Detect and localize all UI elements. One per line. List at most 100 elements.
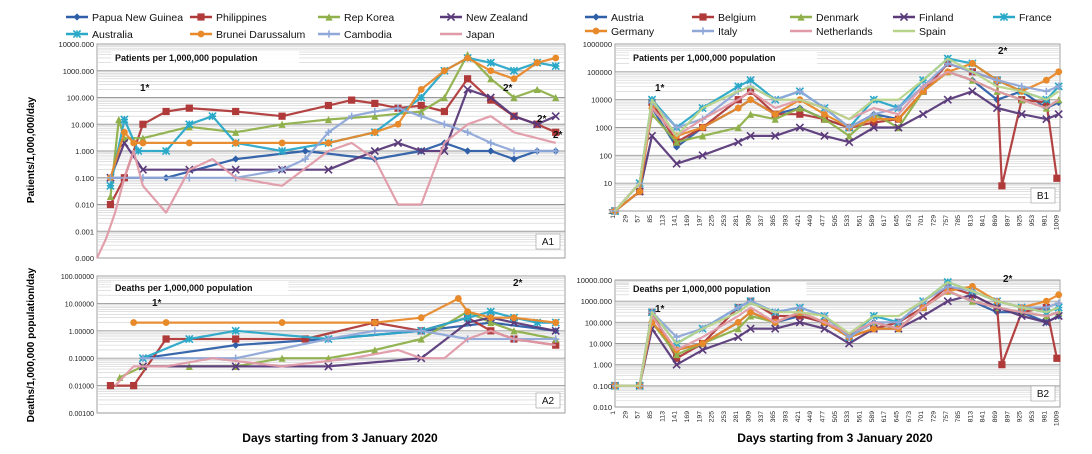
data-point [185,139,193,147]
data-point [943,95,952,104]
legend-label: Japan [466,29,495,41]
data-point [969,282,976,290]
legend-label: Cambodia [344,29,392,41]
data-point [795,123,805,132]
data-point [734,137,743,147]
data-point [699,340,706,347]
panel-label-box [1030,187,1056,204]
data-point [796,303,804,312]
data-point [278,319,286,326]
x-tick-label: 589 [869,411,876,423]
annotation: 2* [513,278,523,289]
data-point [417,112,425,120]
data-point [746,324,755,333]
data-point [301,147,309,155]
data-point [636,188,644,195]
title-bg [629,282,807,296]
data-point [734,104,742,112]
y-tick-label: 10.00000 [65,301,94,308]
data-point [139,120,147,128]
x-tick-label: 1 [610,215,617,219]
data-point [393,138,403,148]
data-point [698,345,707,355]
plot-area-a2 [96,275,566,414]
data-point [371,99,379,108]
legend-marker [699,27,707,35]
x-tick-label: 617 [881,215,888,227]
panel-label: A2 [542,396,555,407]
data-point [510,314,518,322]
data-point [106,382,115,390]
x-tick-label: 701 [918,411,925,423]
data-point [533,120,542,129]
data-point [106,192,115,201]
title-bg [629,51,818,65]
series-line-spain [614,57,1060,212]
xlabel-right: Days starting from 3 January 2020 [737,431,933,445]
x-tick-label: 337 [758,215,765,227]
x-tick-label: 1009 [1054,215,1061,230]
panel-label-box [535,392,561,409]
x-tick-label: 85 [647,411,654,419]
x-tick-label: 393 [783,215,790,227]
data-point [324,362,333,371]
legend-label: Belgium [718,12,756,24]
y-tick-label: 1 [608,207,612,216]
data-point [185,120,194,129]
data-point [371,112,379,120]
data-point [162,319,170,326]
y-tick-label: 1000000 [583,40,612,49]
data-point [139,134,147,142]
x-tick-label: 925 [1017,411,1024,423]
x-tick-label: 981 [1041,215,1048,227]
data-point [487,139,495,147]
data-point [746,312,755,320]
series-line-spain [615,281,1060,387]
data-point [734,303,742,312]
data-point [1055,68,1063,76]
legend-marker [73,13,81,21]
data-point [821,110,828,118]
annotation: 1* [140,83,150,94]
data-point [106,200,115,209]
x-tick-label: 309 [746,215,753,227]
data-point [486,93,495,102]
data-point [185,334,194,344]
data-point [278,139,286,147]
data-point [944,282,952,290]
legend-marker [446,12,456,22]
data-point [324,115,333,124]
data-point [277,146,287,156]
x-tick-label: 281 [733,411,740,423]
data-point [943,297,952,306]
data-point [231,165,240,174]
data-point [734,318,742,326]
data-point [673,350,681,359]
x-tick-label: 757 [943,215,950,227]
x-tick-label: 113 [659,215,666,226]
legend-label: Germany [611,26,655,38]
data-point [699,124,706,131]
data-point [998,361,1006,369]
data-point [1053,354,1061,362]
data-point [771,115,779,123]
y-tick-label: 0.001 [75,227,94,236]
x-tick-label: 953 [1029,215,1036,227]
data-point [552,93,560,102]
data-point [441,67,448,75]
y-tick-label: 1000.000 [63,67,94,76]
data-point [1042,87,1050,95]
data-point [533,85,541,94]
data-point [820,115,829,123]
annotation: 1* [655,304,665,315]
y-tick-label: 0.01000 [69,384,94,391]
legend-marker [72,29,82,39]
x-tick-label: 729 [930,215,937,227]
data-point [487,67,495,75]
legend-label: Spain [919,26,946,38]
data-point [324,335,333,343]
data-point [486,58,495,67]
series-line-finland [614,90,1060,212]
data-point [895,115,902,123]
